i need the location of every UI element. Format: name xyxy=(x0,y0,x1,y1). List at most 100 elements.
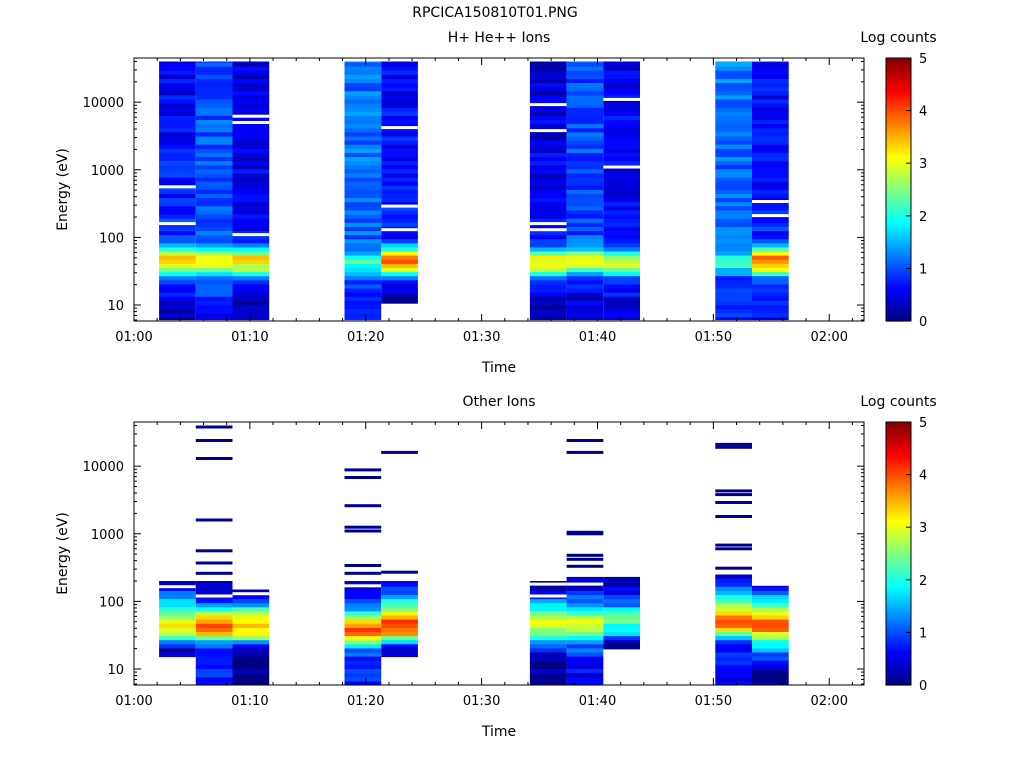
heatmap-cell xyxy=(381,594,418,600)
colorbar-tick-label: 4 xyxy=(919,105,927,120)
colorbar-step xyxy=(886,210,911,214)
colorbar-step xyxy=(886,469,911,473)
heatmap-cell xyxy=(715,676,752,682)
heatmap-cell xyxy=(715,86,752,92)
heatmap-cell xyxy=(381,222,418,227)
heatmap-cell xyxy=(195,152,233,157)
heatmap-cell xyxy=(752,615,789,620)
heatmap-cell xyxy=(566,74,604,79)
heatmap-cell xyxy=(715,660,752,665)
heatmap-cell xyxy=(715,656,752,661)
heatmap-cell xyxy=(566,656,604,661)
colorbar-step xyxy=(886,461,911,465)
data-gap xyxy=(752,200,789,203)
colorbar-step xyxy=(886,239,911,243)
heatmap-cell xyxy=(715,627,752,632)
heatmap-cell xyxy=(195,103,233,108)
heatmap-cell xyxy=(715,173,752,178)
sparse-count-line xyxy=(195,561,233,565)
heatmap-cell xyxy=(566,619,604,624)
heatmap-cell xyxy=(232,132,270,137)
heatmap-cell xyxy=(159,205,196,211)
heatmap-cell xyxy=(344,652,382,657)
colorbar-tick-label: 3 xyxy=(919,521,927,536)
heatmap-cell xyxy=(566,602,604,608)
heatmap-cell xyxy=(381,103,418,108)
colorbar-step xyxy=(886,529,911,534)
sparse-count-line xyxy=(566,553,604,557)
heatmap-cell xyxy=(603,62,640,67)
heatmap-cell xyxy=(715,300,752,305)
colorbar-step xyxy=(886,94,911,99)
heatmap-cell xyxy=(752,648,789,653)
heatmap-cell xyxy=(715,164,752,170)
heatmap-cell xyxy=(566,275,604,281)
heatmap-cell xyxy=(529,602,567,608)
sparse-count-line xyxy=(195,518,233,522)
colorbar-step xyxy=(886,540,911,544)
colorbar-step xyxy=(886,131,911,135)
heatmap-cell xyxy=(159,598,196,604)
heatmap-cell xyxy=(752,304,789,310)
heatmap-cell xyxy=(566,90,604,96)
heatmap-cell xyxy=(195,61,233,63)
colorbar-step xyxy=(886,297,911,301)
heatmap-cell xyxy=(159,86,196,92)
heatmap-cell xyxy=(752,284,789,289)
heatmap-cell xyxy=(529,234,567,240)
heatmap-cell xyxy=(715,631,752,637)
sparse-count-line xyxy=(715,493,752,497)
heatmap-cell xyxy=(232,279,270,285)
heatmap-cell xyxy=(159,82,196,88)
x-axis-label: Time xyxy=(481,360,516,376)
heatmap-cell xyxy=(529,598,567,604)
heatmap-cell xyxy=(529,177,567,182)
heatmap-cell xyxy=(195,78,233,83)
colorbar-step xyxy=(886,521,911,526)
heatmap-cell xyxy=(381,201,418,207)
heatmap-cell xyxy=(529,652,567,657)
heatmap-cell xyxy=(381,74,418,79)
heatmap-cell xyxy=(232,74,270,79)
heatmap-cell xyxy=(381,169,418,174)
heatmap-cell xyxy=(566,185,604,190)
heatmap-cell xyxy=(344,288,382,293)
heatmap-cell xyxy=(195,284,233,289)
heatmap-cell xyxy=(344,664,382,669)
heatmap-cell xyxy=(715,615,752,620)
colorbar-step xyxy=(886,587,911,591)
sparse-count-line xyxy=(381,570,418,574)
heatmap-cell xyxy=(159,70,196,75)
heatmap-cell xyxy=(344,189,382,194)
sparse-count-line xyxy=(344,525,382,529)
heatmap-cell xyxy=(715,668,752,674)
heatmap-cell xyxy=(195,598,233,604)
heatmap-cell xyxy=(344,292,382,297)
heatmap-cell xyxy=(752,99,789,104)
heatmap-cell xyxy=(603,201,640,207)
heatmap-cell xyxy=(159,594,196,600)
data-gap xyxy=(529,582,567,586)
heatmap-cell xyxy=(195,173,233,178)
heatmap-cell xyxy=(344,284,382,289)
sparse-count-line xyxy=(715,547,752,551)
heatmap-cell xyxy=(232,127,270,133)
heatmap-cell xyxy=(195,197,233,203)
heatmap-cell xyxy=(381,70,418,75)
heatmap-cell xyxy=(603,606,640,612)
heatmap-cell xyxy=(603,284,640,289)
heatmap-cell xyxy=(159,279,196,285)
heatmap-cell xyxy=(381,95,418,100)
colorbar-step xyxy=(886,537,911,541)
heatmap-cell xyxy=(529,300,567,305)
colorbar-step xyxy=(886,506,911,510)
sparse-count-line xyxy=(715,489,752,493)
heatmap-cell xyxy=(715,127,752,133)
heatmap-cell xyxy=(381,78,418,83)
heatmap-cell xyxy=(603,292,640,297)
colorbar-step xyxy=(886,482,911,486)
heatmap-cell xyxy=(752,672,789,678)
heatmap-cell xyxy=(603,156,640,162)
heatmap-cell xyxy=(344,267,382,273)
heatmap-cell xyxy=(752,255,789,260)
